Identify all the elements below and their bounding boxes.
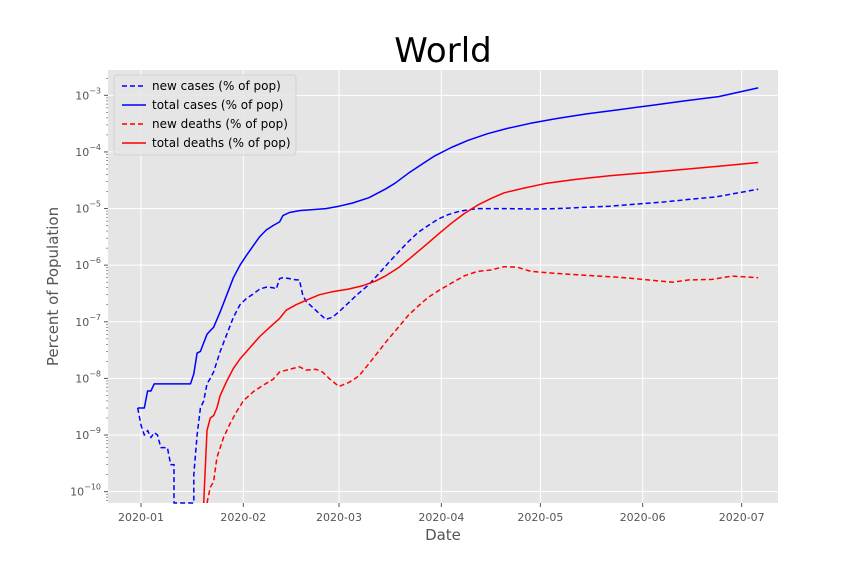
x-tick-label: 2020-02 xyxy=(220,511,266,524)
series-line-3 xyxy=(202,161,759,504)
x-axis-label: Date xyxy=(425,526,461,544)
series-line-2 xyxy=(206,265,759,504)
x-tick-label: 2020-07 xyxy=(719,511,765,524)
gridlines xyxy=(108,70,778,503)
y-tick-exponent: −6 xyxy=(89,256,101,265)
y-tick-exponent: −5 xyxy=(89,200,101,209)
legend-entry: new cases (% of pop) xyxy=(152,79,281,93)
x-tick-label: 2020-03 xyxy=(316,511,362,524)
series-line-1 xyxy=(137,87,759,409)
y-tick-base: 10 xyxy=(75,429,89,442)
y-tick-exponent: −4 xyxy=(89,143,101,152)
series-lines xyxy=(136,87,759,504)
y-tick-base: 10 xyxy=(75,89,89,102)
y-tick-label: 10−8 xyxy=(75,369,101,385)
chart-title: World xyxy=(394,31,491,71)
y-tick-base: 10 xyxy=(75,316,89,329)
y-tick-label: 10−5 xyxy=(75,200,101,216)
x-tick-label: 2020-05 xyxy=(517,511,563,524)
y-tick-exponent: −10 xyxy=(84,483,101,492)
x-tick-label: 2020-04 xyxy=(418,511,464,524)
y-tick-base: 10 xyxy=(75,259,89,272)
legend-entry: total deaths (% of pop) xyxy=(152,136,291,150)
legend-box xyxy=(113,74,297,156)
y-tick-exponent: −7 xyxy=(89,313,101,322)
y-tick-base: 10 xyxy=(75,203,89,216)
y-tick-label: 10−7 xyxy=(75,313,101,329)
x-tick-label: 2020-06 xyxy=(620,511,666,524)
legend: new cases (% of pop) total cases (% of po… xyxy=(113,74,297,156)
x-axis-ticks: 2020-01 2020-02 2020-03 2020-04 2020-05 2020-… xyxy=(118,503,765,524)
y-tick-label: 10−10 xyxy=(70,483,101,499)
y-tick-base: 10 xyxy=(75,372,89,385)
y-tick-label: 10−9 xyxy=(75,426,101,442)
series-line-0 xyxy=(136,188,759,504)
legend-entry: total cases (% of pop) xyxy=(152,98,283,112)
y-axis-label: Percent of Population xyxy=(44,207,62,366)
y-tick-label: 10−4 xyxy=(75,143,101,159)
legend-entry: new deaths (% of pop) xyxy=(152,117,288,131)
y-tick-label: 10−3 xyxy=(75,86,101,102)
y-tick-base: 10 xyxy=(70,486,84,499)
y-tick-exponent: −8 xyxy=(89,369,101,378)
y-tick-label: 10−6 xyxy=(75,256,101,272)
y-tick-exponent: −3 xyxy=(89,86,101,95)
x-tick-label: 2020-01 xyxy=(118,511,164,524)
y-tick-exponent: −9 xyxy=(89,426,101,435)
y-tick-base: 10 xyxy=(75,146,89,159)
